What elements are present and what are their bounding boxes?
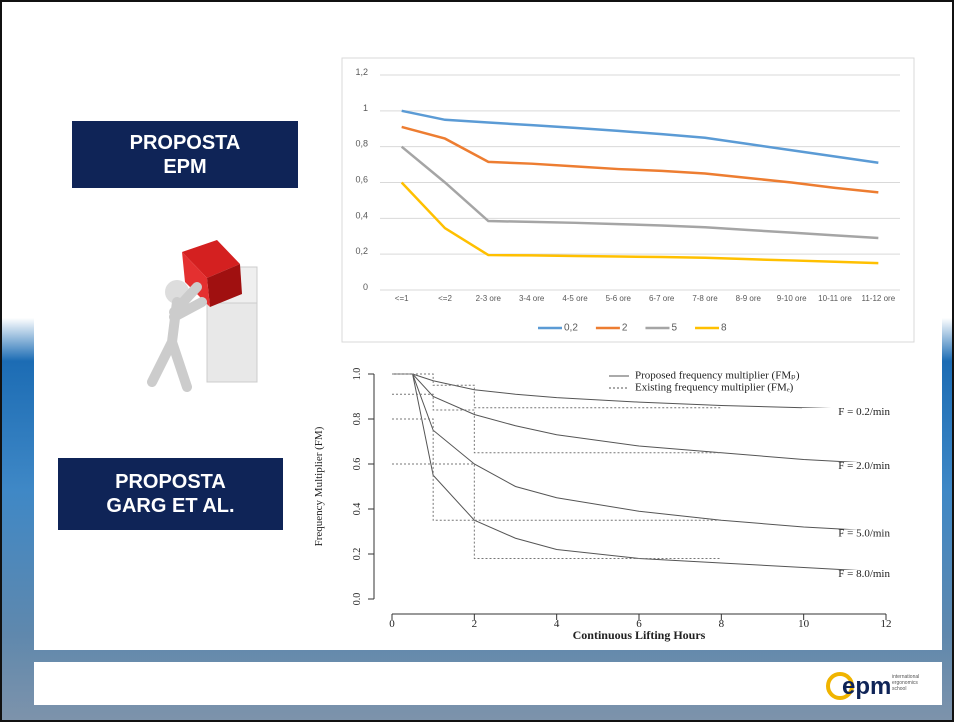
y-tick-label: 0 [363, 282, 368, 292]
legend-label: 2 [622, 323, 628, 334]
y-tick-label: 1 [363, 103, 368, 113]
x-tick-label: 3-4 ore [519, 294, 545, 303]
y-tick-label: 0.8 [352, 413, 363, 426]
legend-label: Existing frequency multiplier (FMₑ) [635, 382, 794, 394]
y-tick-label: 0.6 [352, 458, 363, 471]
series-line [392, 464, 721, 559]
y-tick-label: 0,6 [355, 175, 368, 185]
logo: epm international ergonomics school [828, 673, 919, 700]
y-tick-label: 0.0 [352, 593, 363, 606]
y-tick-label: 0.4 [352, 503, 363, 516]
y-tick-label: 0,4 [355, 210, 368, 220]
x-tick-label: 8-9 ore [736, 294, 762, 303]
x-tick-label: 9-10 ore [777, 294, 807, 303]
curve-label: F = 2.0/min [838, 460, 890, 472]
logo-subtext: school [892, 686, 906, 692]
slide: PROPOSTA EPM PROPOSTA GARG ET AL. epm in… [0, 0, 954, 722]
x-axis-label: Continuous Lifting Hours [573, 628, 706, 642]
y-tick-label: 0,2 [355, 246, 368, 256]
series-line [392, 419, 721, 520]
x-tick-label: 12 [881, 618, 892, 630]
curve-label: F = 8.0/min [838, 568, 890, 580]
y-tick-label: 0.2 [352, 548, 363, 561]
y-tick-label: 0,8 [355, 139, 368, 149]
illustration [152, 240, 257, 387]
charts: epm international ergonomics school 0 0,2… [2, 2, 952, 720]
y-tick-label: 1,2 [355, 67, 368, 77]
x-tick-label: 8 [719, 618, 725, 630]
x-tick-label: 2 [472, 618, 478, 630]
x-tick-label: 11-12 ore [862, 294, 896, 303]
x-tick-label: 10-11 ore [818, 294, 852, 303]
logo-text: epm [842, 673, 891, 700]
x-tick-label: 0 [389, 618, 395, 630]
x-tick-label: 6-7 ore [649, 294, 675, 303]
legend-label: 8 [721, 323, 727, 334]
x-tick-label: <=2 [438, 294, 452, 303]
legend-label: Proposed frequency multiplier (FMₚ) [635, 370, 800, 382]
curve-label: F = 0.2/min [838, 406, 890, 418]
y-axis-label: Frequency Multiplier (FM) [313, 426, 325, 546]
y-tick-label: 1.0 [352, 368, 363, 381]
x-tick-label: 2-3 ore [476, 294, 502, 303]
x-tick-label: 7-8 ore [692, 294, 718, 303]
x-tick-label: 5-6 ore [606, 294, 632, 303]
x-tick-label: 4-5 ore [562, 294, 588, 303]
legend-label: 0,2 [564, 323, 578, 334]
x-tick-label: <=1 [395, 294, 409, 303]
legend-label: 5 [671, 323, 677, 334]
x-tick-label: 4 [554, 618, 560, 630]
x-tick-label: 10 [798, 618, 810, 630]
curve-label: F = 5.0/min [838, 528, 890, 540]
